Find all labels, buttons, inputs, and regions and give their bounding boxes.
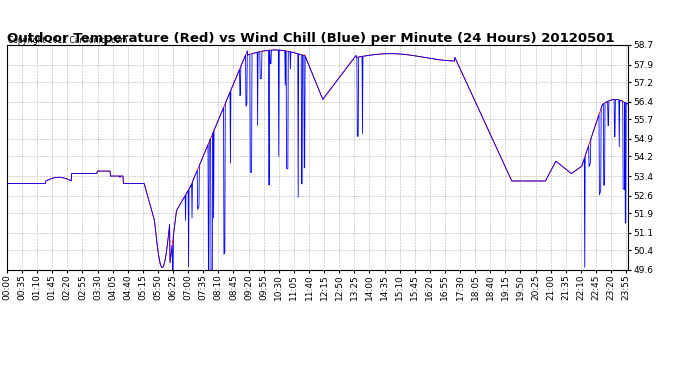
Text: Copyright 2012 Cartronics.com: Copyright 2012 Cartronics.com	[8, 36, 128, 45]
Text: Outdoor Temperature (Red) vs Wind Chill (Blue) per Minute (24 Hours) 20120501: Outdoor Temperature (Red) vs Wind Chill …	[7, 32, 615, 45]
